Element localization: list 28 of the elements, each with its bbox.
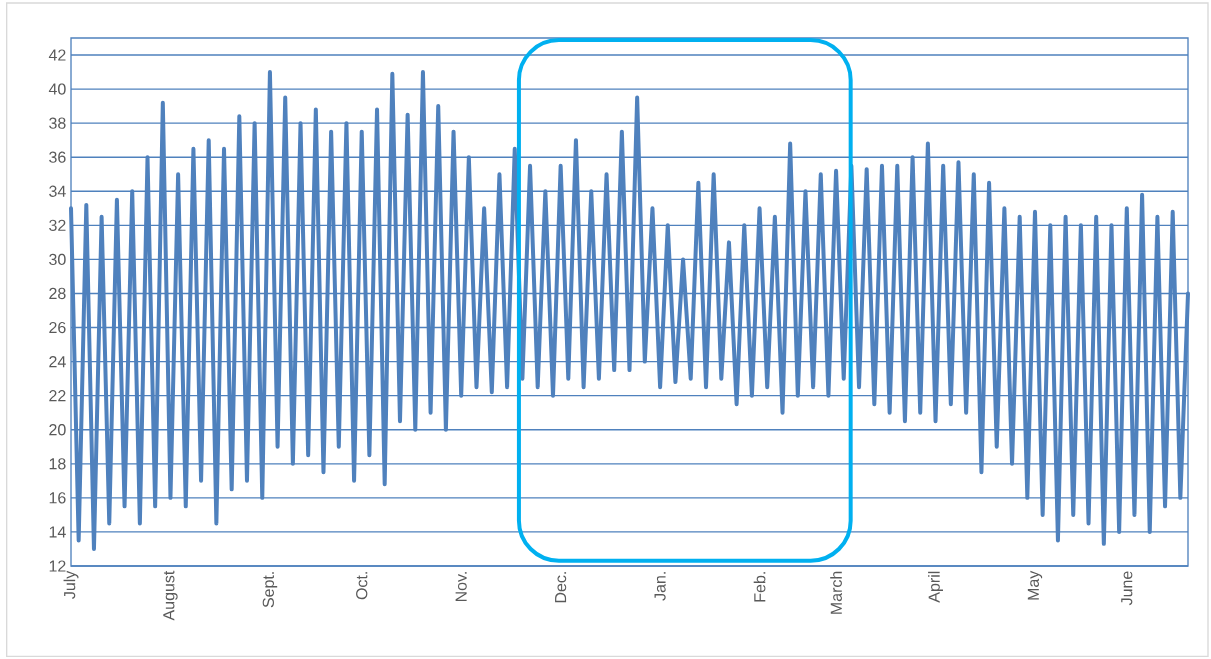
y-tick-label: 26 (49, 321, 66, 334)
y-tick-label: 28 (49, 287, 66, 300)
y-tick-label: 18 (49, 458, 66, 470)
x-tick-label: August (163, 570, 178, 621)
y-tick-label: 36 (49, 151, 66, 163)
y-tick-label: 14 (49, 526, 66, 538)
x-tick-label: Dec. (555, 572, 567, 603)
x-tick-label: Sept. (262, 572, 278, 608)
y-tick-label: 38 (49, 117, 66, 129)
x-tick-label: June (1121, 571, 1133, 606)
y-tick-label: 30 (49, 253, 66, 266)
y-tick-label: 20 (49, 424, 66, 436)
y-tick-label: 34 (49, 185, 66, 197)
y-tick-label: 24 (49, 356, 66, 368)
y-tick-label: 32 (49, 219, 66, 231)
x-tick-label: April (928, 571, 943, 603)
y-tick-label: 22 (49, 390, 66, 402)
x-tick-label: May (1027, 570, 1043, 600)
x-tick-label: Feb. (753, 572, 766, 602)
x-tick-label: March (830, 571, 842, 614)
x-tick-label: Oct. (356, 572, 368, 600)
x-tick-label: Nov. (455, 572, 467, 602)
y-tick-label: 12 (49, 560, 66, 572)
y-tick-label: 16 (49, 492, 66, 504)
x-tick-label: July (63, 570, 79, 599)
y-tick-label: 40 (48, 83, 66, 95)
x-tick-label: Jan. (654, 572, 666, 601)
y-tick-label: 42 (48, 49, 66, 61)
